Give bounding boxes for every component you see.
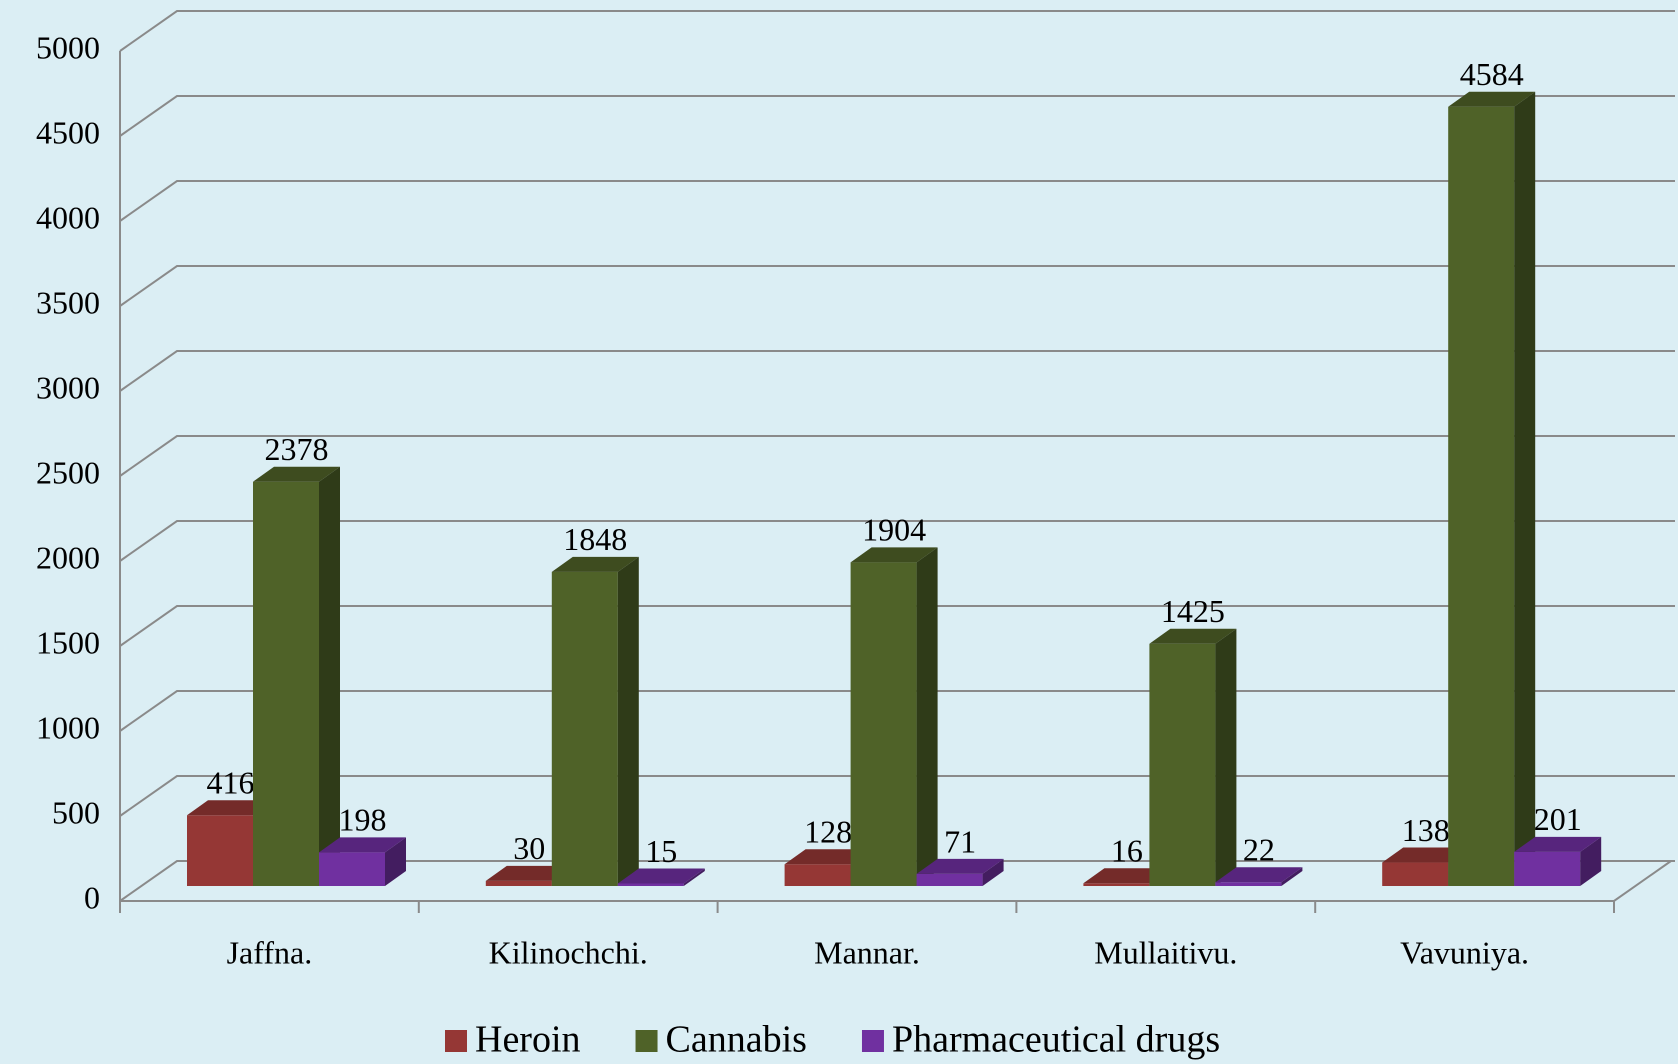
- bar-front: [1083, 883, 1150, 886]
- grid-line: [119, 180, 1675, 222]
- y-tick-label: 2500: [36, 454, 100, 490]
- value-label: 4584: [1460, 56, 1524, 92]
- value-label: 201: [1534, 801, 1582, 837]
- legend-swatch: [445, 1030, 467, 1052]
- bar-top: [551, 556, 639, 572]
- bar-top: [253, 466, 340, 482]
- bar-front: [1215, 882, 1282, 886]
- value-label: 198: [339, 802, 387, 838]
- bar: [916, 858, 1004, 886]
- y-tick-label: 500: [52, 794, 100, 830]
- bar-front: [916, 873, 983, 886]
- bar-top: [850, 547, 938, 563]
- y-tick-label: 3000: [36, 369, 100, 405]
- value-label: 2378: [265, 431, 329, 467]
- bar-top: [1149, 628, 1237, 644]
- bar-top: [485, 865, 573, 881]
- bar: [850, 547, 938, 886]
- bar-front: [850, 562, 917, 886]
- bar: [1215, 867, 1303, 886]
- grid-line: [119, 10, 1675, 52]
- bar-front: [551, 571, 618, 886]
- bar-front: [784, 864, 851, 886]
- legend-label: Pharmaceutical drugs: [892, 1019, 1220, 1061]
- x-tick-label: Mullaitivu.: [1094, 934, 1237, 970]
- bar-side: [1281, 867, 1303, 886]
- bar-top: [319, 837, 406, 853]
- value-label: 16: [1111, 833, 1143, 869]
- bar-front: [187, 815, 253, 886]
- bar-side: [1514, 91, 1536, 887]
- grid-line: [119, 95, 1675, 137]
- bar-front: [1149, 643, 1216, 886]
- bar: [617, 868, 705, 886]
- value-label: 22: [1243, 832, 1275, 868]
- y-tick-label: 4500: [36, 114, 100, 150]
- grid-line: [119, 605, 1675, 647]
- bar-side: [982, 858, 1004, 886]
- bar-top: [1215, 867, 1303, 883]
- grid-line: [119, 520, 1675, 562]
- bar-top: [916, 858, 1004, 874]
- bar-front: [1382, 862, 1449, 886]
- bar-side: [683, 868, 705, 886]
- bar-side: [385, 837, 406, 886]
- bar-side: [1215, 628, 1237, 886]
- bar-front: [1514, 851, 1581, 886]
- y-tick-label: 3500: [36, 284, 100, 320]
- value-label: 128: [804, 814, 852, 850]
- y-tick-label: 2000: [36, 539, 100, 575]
- value-label: 1425: [1161, 593, 1225, 629]
- bar-top: [1448, 91, 1536, 107]
- grid-line: [119, 435, 1675, 477]
- bar-top: [1514, 836, 1602, 852]
- x-tick-label: Jaffna.: [227, 934, 313, 970]
- y-tick-label: 1000: [36, 709, 100, 745]
- legend-label: Cannabis: [666, 1019, 807, 1061]
- legend-swatch: [861, 1030, 884, 1052]
- value-label: 1904: [862, 512, 926, 548]
- value-label: 1848: [563, 521, 627, 557]
- y-tick-label: 4000: [36, 199, 100, 235]
- x-tick-label: Mannar.: [814, 934, 920, 970]
- bar-front: [253, 481, 319, 886]
- y-tick-label: 0: [84, 879, 100, 915]
- bar-front: [485, 880, 552, 886]
- bar-side: [916, 547, 938, 886]
- y-tick-label: 5000: [36, 29, 100, 65]
- bar: [1448, 91, 1536, 887]
- x-tick-label: Kilinochchi.: [489, 934, 648, 970]
- legend-label: Heroin: [475, 1019, 581, 1061]
- bar-top: [617, 868, 705, 884]
- bar: [551, 556, 639, 886]
- bar-top: [187, 800, 274, 816]
- bar-side: [617, 556, 639, 886]
- bar-top: [784, 849, 872, 865]
- value-label: 15: [645, 833, 677, 869]
- bar: [1514, 836, 1602, 886]
- value-label: 30: [513, 830, 545, 866]
- value-label: 71: [944, 823, 976, 859]
- bar: [319, 837, 406, 886]
- grid-line: [119, 350, 1675, 392]
- y-tick-label: 1500: [36, 624, 100, 660]
- value-label: 138: [1402, 812, 1450, 848]
- bar-side: [319, 466, 340, 886]
- bar-top: [1382, 847, 1470, 863]
- bar: [253, 466, 340, 886]
- value-label: 416: [207, 765, 255, 801]
- bar-front: [319, 852, 385, 886]
- grid-line: [119, 265, 1675, 307]
- bar-top: [1083, 868, 1171, 884]
- legend-swatch: [635, 1030, 658, 1052]
- x-tick-label: Vavuniya.: [1400, 934, 1529, 970]
- bar: [1149, 628, 1237, 886]
- bar-front: [1448, 106, 1515, 887]
- bar-side: [1580, 836, 1602, 886]
- bar-front: [617, 883, 684, 886]
